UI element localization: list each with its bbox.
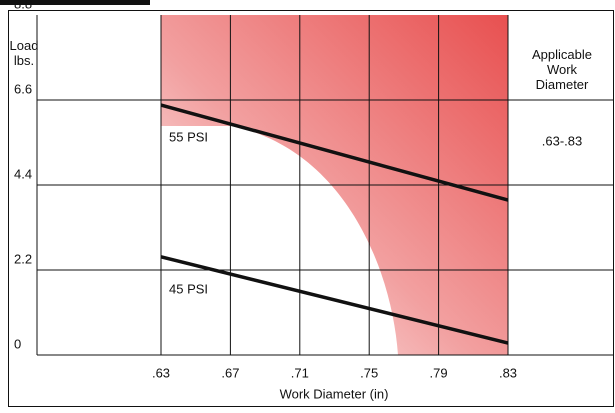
annotation: Applicable Work Diameter — [532, 47, 592, 92]
y-axis-label: Load lbs. — [10, 38, 39, 68]
top-bar — [0, 0, 150, 5]
y-tick-label: 6.6 — [14, 81, 32, 96]
x-tick-label: .79 — [430, 365, 448, 380]
series-line — [160, 255, 509, 345]
series-line — [160, 103, 509, 202]
y-tick-label: 4.4 — [14, 166, 32, 181]
y-tick-label: 2.2 — [14, 251, 32, 266]
x-tick-label: .83 — [499, 365, 517, 380]
x-tick-label: .75 — [360, 365, 378, 380]
x-tick-label: .67 — [221, 365, 239, 380]
x-tick-label: .63 — [152, 365, 170, 380]
x-axis-label: Work Diameter (in) — [280, 386, 389, 401]
series-label: 55 PSI — [169, 129, 208, 144]
y-tick-label: 0 — [14, 336, 21, 351]
x-tick-label: .71 — [291, 365, 309, 380]
y-tick-label: 8.8 — [14, 0, 32, 11]
series-label: 45 PSI — [169, 281, 208, 296]
annotation: .63-.83 — [542, 133, 582, 148]
frame — [8, 10, 614, 407]
